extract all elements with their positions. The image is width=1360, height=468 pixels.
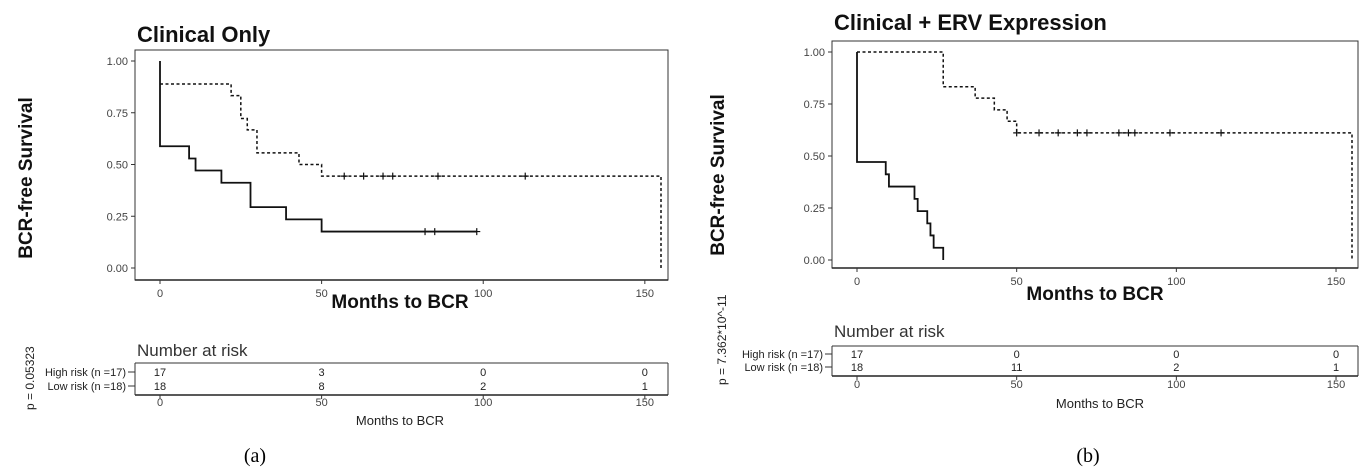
risk-row-label: Low risk (n =18)	[744, 362, 823, 374]
censor-mark	[1115, 129, 1123, 137]
survival-curve-solid	[159, 61, 477, 233]
censor-mark	[434, 172, 442, 180]
censor-mark	[360, 172, 368, 180]
risk-row-label: High risk (n =17)	[45, 367, 126, 379]
y-tick-label: 0.75	[804, 99, 825, 111]
y-tick-label: 0.50	[107, 160, 128, 172]
risk-x-tick-label: 150	[1327, 379, 1345, 391]
censor-mark	[1073, 129, 1081, 137]
risk-cell: 2	[480, 381, 486, 393]
x-tick-label: 150	[636, 288, 654, 300]
survival-curve-dashed	[857, 51, 1353, 260]
y-tick-label: 0.50	[804, 151, 825, 163]
x-tick-label: 50	[315, 288, 327, 300]
risk-table-title: Number at risk	[137, 341, 248, 360]
risk-table-title: Number at risk	[834, 322, 945, 341]
risk-cell: 8	[319, 381, 325, 393]
censor-mark	[473, 228, 481, 236]
risk-x-tick-label: 50	[1011, 379, 1023, 391]
x-tick-label: 0	[854, 276, 860, 288]
risk-cell: 2	[1173, 362, 1179, 374]
censor-mark	[340, 172, 348, 180]
plot-frame	[134, 49, 669, 281]
risk-row-label: High risk (n =17)	[742, 349, 823, 361]
censor-mark	[1124, 129, 1132, 137]
censor-mark	[431, 228, 439, 236]
chart-title: Clinical Only	[137, 22, 271, 47]
y-tick-label: 1.00	[107, 56, 128, 68]
risk-x-tick-label: 0	[854, 379, 860, 391]
risk-cell: 0	[1014, 349, 1020, 361]
censor-mark	[421, 228, 429, 236]
risk-cell: 17	[154, 367, 166, 379]
y-axis-title: BCR-free Survival	[708, 94, 729, 256]
chart-title: Clinical + ERV Expression	[834, 10, 1107, 35]
y-tick-label: 0.25	[804, 203, 825, 215]
y-tick-label: 1.00	[804, 47, 825, 59]
censor-mark	[1013, 129, 1021, 137]
x-tick-label: 0	[157, 288, 163, 300]
y-axis-title: BCR-free Survival	[16, 97, 37, 259]
risk-x-tick-label: 150	[636, 397, 654, 409]
x-tick-label: 100	[1167, 276, 1185, 288]
risk-x-tick-label: 100	[474, 397, 492, 409]
plot-frame	[831, 40, 1359, 269]
survival-curve-solid	[856, 52, 945, 260]
risk-row-label: Low risk (n =18)	[47, 381, 126, 393]
risk-cell: 0	[1173, 349, 1179, 361]
risk-cell: 1	[642, 381, 648, 393]
risk-cell: 18	[154, 381, 166, 393]
x-tick-label: 50	[1011, 276, 1023, 288]
risk-cell: 0	[1333, 349, 1339, 361]
y-tick-label: 0.75	[107, 108, 128, 120]
censor-mark	[389, 172, 397, 180]
risk-cell: 17	[851, 349, 863, 361]
censor-mark	[521, 172, 529, 180]
censor-mark	[1083, 129, 1091, 137]
p-value: p = 7.362*10^-11	[715, 294, 729, 385]
y-tick-label: 0.00	[107, 263, 128, 275]
y-tick-label: 0.25	[107, 211, 128, 223]
chart-panel-2: Clinical + ERV Expression 0.00 0.25 0.50 0.7…	[708, 10, 1359, 467]
risk-x-tick-label: 0	[157, 397, 163, 409]
censor-mark	[379, 172, 387, 180]
risk-cell: 3	[319, 367, 325, 379]
risk-cell: 18	[851, 362, 863, 374]
censor-mark	[1054, 129, 1062, 137]
risk-x-axis-title: Months to BCR	[356, 413, 444, 428]
x-axis-title: Months to BCR	[331, 292, 468, 313]
risk-x-axis-title: Months to BCR	[1056, 396, 1144, 411]
risk-cell: 11	[1011, 362, 1022, 374]
panel-caption: (b)	[1076, 445, 1099, 467]
x-axis-title: Months to BCR	[1026, 284, 1163, 305]
risk-x-tick-label: 100	[1167, 379, 1185, 391]
risk-cell: 0	[480, 367, 486, 379]
censor-mark	[1166, 129, 1174, 137]
censor-mark	[1035, 129, 1043, 137]
p-value: p = 0.05323	[23, 346, 37, 410]
panel-caption: (a)	[244, 445, 266, 467]
censor-mark	[1217, 129, 1225, 137]
x-tick-label: 100	[474, 288, 492, 300]
x-tick-label: 150	[1327, 276, 1345, 288]
y-tick-label: 0.00	[804, 255, 825, 267]
risk-cell: 0	[642, 367, 648, 379]
survival-curve-dashed	[160, 83, 662, 268]
censor-mark	[1131, 129, 1139, 137]
risk-x-tick-label: 50	[315, 397, 327, 409]
risk-cell: 1	[1333, 362, 1339, 374]
